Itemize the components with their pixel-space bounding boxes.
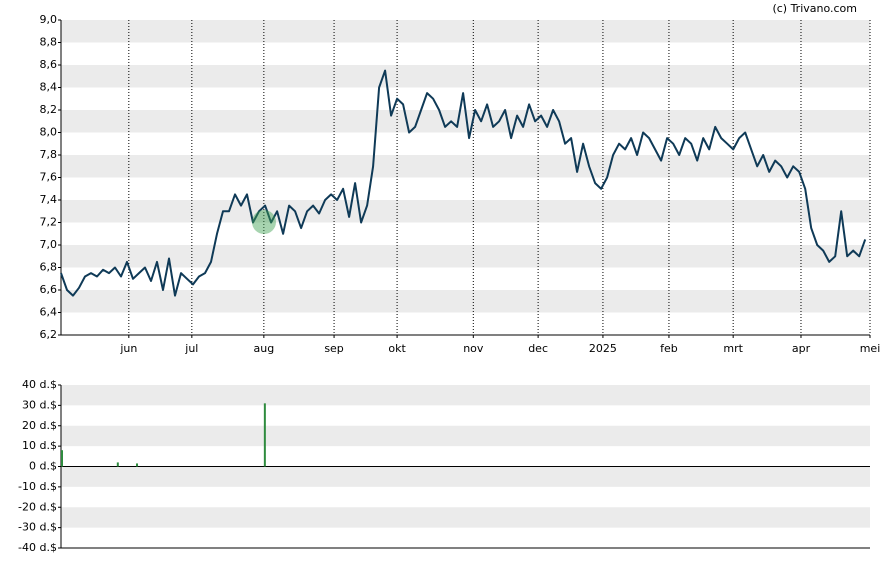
grid-band xyxy=(61,290,870,313)
x-tick-label: jun xyxy=(119,342,137,355)
y-tick-label: 7,4 xyxy=(40,193,58,206)
x-tick-label: mei xyxy=(860,342,881,355)
y-tick-label: 8,2 xyxy=(40,103,58,116)
grid-band xyxy=(61,65,870,88)
x-tick-label: 2025 xyxy=(589,342,617,355)
y-tick-label: 10 d.$ xyxy=(22,439,57,452)
y-tick-label: 40 d.$ xyxy=(22,378,57,391)
y-tick-label: 8,8 xyxy=(40,36,58,49)
x-tick-label: apr xyxy=(792,342,811,355)
grid-band xyxy=(61,110,870,133)
y-tick-label: 7,8 xyxy=(40,148,58,161)
grid-band xyxy=(61,466,870,487)
x-tick-label: nov xyxy=(463,342,484,355)
credit: (c) Trivano.com xyxy=(772,2,857,15)
y-tick-label: 9,0 xyxy=(40,13,58,26)
y-tick-label: -10 d.$ xyxy=(18,480,57,493)
y-tick-label: 6,2 xyxy=(40,328,58,341)
bar xyxy=(263,403,266,467)
bar xyxy=(116,462,119,467)
y-tick-label: 30 d.$ xyxy=(22,398,57,411)
x-tick-label: okt xyxy=(388,342,406,355)
y-tick-label: -30 d.$ xyxy=(18,521,57,534)
x-tick-label: mrt xyxy=(723,342,743,355)
x-tick-label: dec xyxy=(528,342,548,355)
x-tick-label: aug xyxy=(253,342,274,355)
grid-band xyxy=(61,245,870,268)
y-tick-label: 8,0 xyxy=(40,126,58,139)
x-tick-label: feb xyxy=(660,342,678,355)
y-tick-label: 8,6 xyxy=(40,58,58,71)
y-tick-label: 7,0 xyxy=(40,238,58,251)
y-tick-label: 7,6 xyxy=(40,171,58,184)
event-marker xyxy=(252,210,276,234)
bar xyxy=(136,463,139,467)
bar xyxy=(61,450,63,467)
price-line xyxy=(60,69,867,297)
y-tick-label: 7,2 xyxy=(40,216,58,229)
y-tick-label: 6,8 xyxy=(40,261,58,274)
y-tick-label: 8,4 xyxy=(40,81,58,94)
y-tick-label: 6,6 xyxy=(40,283,58,296)
x-tick-label: sep xyxy=(324,342,343,355)
grid-band xyxy=(61,385,870,406)
y-tick-label: -20 d.$ xyxy=(18,500,57,513)
x-tick-label: jul xyxy=(184,342,198,355)
y-tick-label: 6,4 xyxy=(40,306,58,319)
grid-band xyxy=(61,507,870,528)
y-tick-label: -40 d.$ xyxy=(18,541,57,554)
grid-band xyxy=(61,155,870,178)
y-tick-label: 0 d.$ xyxy=(29,460,57,473)
grid-band xyxy=(61,425,870,447)
grid-band xyxy=(61,20,870,43)
grid-band xyxy=(61,200,870,223)
y-tick-label: 20 d.$ xyxy=(22,419,57,432)
